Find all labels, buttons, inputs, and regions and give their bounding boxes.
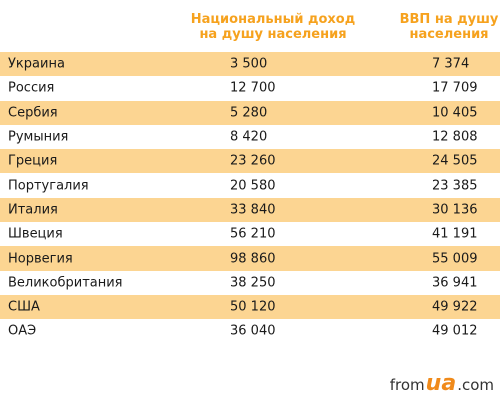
site-logo: from ua .com xyxy=(389,371,494,396)
table-row: Сербия 5 280 10 405 xyxy=(0,100,500,125)
country-cell: Румыния xyxy=(8,129,69,145)
income-cell: 50 120 xyxy=(230,299,276,315)
country-cell: Швеция xyxy=(8,226,63,242)
income-cell: 36 040 xyxy=(230,323,276,339)
income-cell: 5 280 xyxy=(230,105,268,121)
table-row: США 50 120 49 922 xyxy=(0,294,500,320)
logo-mark: ua xyxy=(425,371,457,396)
gdp-cell: 7 374 xyxy=(432,56,470,72)
gdp-cell: 49 922 xyxy=(432,299,478,315)
table-row: Португалия 20 580 23 385 xyxy=(0,173,500,197)
gdp-cell: 49 012 xyxy=(432,323,478,339)
table-row: Румыния 8 420 12 808 xyxy=(0,125,500,149)
gdp-cell: 30 136 xyxy=(432,202,478,218)
table-row: Италия 33 840 30 136 xyxy=(0,197,500,223)
gdp-cell: 12 808 xyxy=(432,129,478,145)
country-cell: ОАЭ xyxy=(8,323,37,339)
country-cell: Великобритания xyxy=(8,275,123,291)
table-row: Великобритания 38 250 36 941 xyxy=(0,271,500,295)
country-cell: США xyxy=(8,299,40,315)
income-cell: 23 260 xyxy=(230,153,276,169)
data-table: Украина 3 500 7 374 Россия 12 700 17 709… xyxy=(0,52,500,344)
country-cell: Сербия xyxy=(8,105,58,121)
logo-prefix: from xyxy=(389,376,425,394)
country-cell: Португалия xyxy=(8,178,89,194)
column-header-income: Национальный доход на душу населения xyxy=(190,12,356,42)
table-row: Греция 23 260 24 505 xyxy=(0,149,500,174)
gdp-cell: 24 505 xyxy=(432,153,478,169)
income-cell: 12 700 xyxy=(230,80,276,96)
country-cell: Россия xyxy=(8,80,55,96)
gdp-cell: 41 191 xyxy=(432,226,478,242)
table-row: Швеция 56 210 41 191 xyxy=(0,222,500,246)
income-cell: 56 210 xyxy=(230,226,276,242)
gdp-cell: 55 009 xyxy=(432,251,478,267)
country-cell: Норвегия xyxy=(8,251,73,267)
country-cell: Украина xyxy=(8,56,65,72)
table-row: Норвегия 98 860 55 009 xyxy=(0,246,500,271)
gdp-cell: 10 405 xyxy=(432,105,478,121)
table-row: ОАЭ 36 040 49 012 xyxy=(0,319,500,343)
income-cell: 8 420 xyxy=(230,129,268,145)
country-cell: Греция xyxy=(8,153,58,169)
gdp-cell: 17 709 xyxy=(432,80,478,96)
gdp-cell: 23 385 xyxy=(432,178,478,194)
gdp-cell: 36 941 xyxy=(432,275,478,291)
income-cell: 20 580 xyxy=(230,178,276,194)
income-cell: 33 840 xyxy=(230,202,276,218)
table-row: Украина 3 500 7 374 xyxy=(0,52,500,77)
column-header-gdp: ВВП на душу населения xyxy=(399,12,499,42)
logo-suffix: .com xyxy=(457,376,494,394)
table-row: Россия 12 700 17 709 xyxy=(0,76,500,100)
country-cell: Италия xyxy=(8,202,58,218)
income-cell: 38 250 xyxy=(230,275,276,291)
table-header: Национальный доход на душу населения ВВП… xyxy=(0,0,500,50)
income-cell: 3 500 xyxy=(230,56,268,72)
income-cell: 98 860 xyxy=(230,251,276,267)
